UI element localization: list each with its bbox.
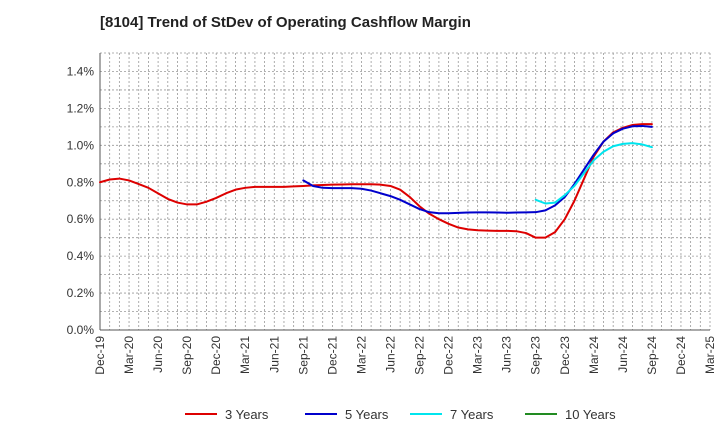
legend: 3 Years 5 Years 7 Years 10 Years <box>185 407 616 422</box>
x-tick-label: Jun-21 <box>267 336 281 373</box>
x-tick-label: Jun-24 <box>616 336 630 373</box>
x-tick-label: Sep-24 <box>645 336 659 375</box>
y-tick-label: 1.4% <box>67 64 95 78</box>
series-line-3-years <box>99 123 653 239</box>
series-lines <box>99 123 653 239</box>
x-tick-label: Dec-21 <box>325 336 339 375</box>
x-tick-label: Mar-24 <box>587 336 601 374</box>
x-tick-label: Mar-25 <box>703 336 717 374</box>
grid-lines <box>99 52 711 331</box>
series-line-7-years <box>534 142 653 205</box>
x-tick-label: Dec-22 <box>442 336 456 375</box>
x-tick-label: Dec-23 <box>558 336 572 375</box>
x-tick-label: Sep-22 <box>413 336 427 375</box>
x-tick-label: Dec-24 <box>674 336 688 375</box>
x-tick-label: Mar-23 <box>471 336 485 374</box>
x-tick-label: Dec-20 <box>209 336 223 375</box>
axes: 0.0% 0.2% 0.4% 0.6% 0.8% 1.0% 1.2% 1.4% Dec-19 Ma… <box>67 53 717 375</box>
y-tick-label: 0.8% <box>67 175 95 189</box>
legend-label: 5 Years <box>345 407 389 422</box>
series-line-5-years <box>302 124 653 215</box>
x-tick-label: Jun-20 <box>151 336 165 373</box>
legend-label: 10 Years <box>565 407 616 422</box>
legend-label: 7 Years <box>450 407 494 422</box>
x-tick-label: Jun-22 <box>383 336 397 373</box>
chart-title: [8104] Trend of StDev of Operating Cashf… <box>100 14 471 31</box>
y-tick-label: 0.0% <box>67 323 95 337</box>
x-tick-label: Sep-20 <box>180 336 194 375</box>
x-tick-label: Jun-23 <box>500 336 514 373</box>
y-tick-label: 1.2% <box>67 101 95 115</box>
x-tick-label: Mar-21 <box>238 336 252 374</box>
x-tick-label: Dec-19 <box>93 336 107 375</box>
y-tick-label: 0.6% <box>67 212 95 226</box>
y-tick-label: 0.2% <box>67 286 95 300</box>
x-tick-label: Sep-21 <box>296 336 310 375</box>
x-tick-label: Sep-23 <box>529 336 543 375</box>
x-tick-label: Mar-20 <box>122 336 136 374</box>
plot-area <box>100 53 710 330</box>
x-tick-label: Mar-22 <box>354 336 368 374</box>
y-tick-label: 0.4% <box>67 249 95 263</box>
y-tick-label: 1.0% <box>67 138 95 152</box>
legend-label: 3 Years <box>225 407 269 422</box>
